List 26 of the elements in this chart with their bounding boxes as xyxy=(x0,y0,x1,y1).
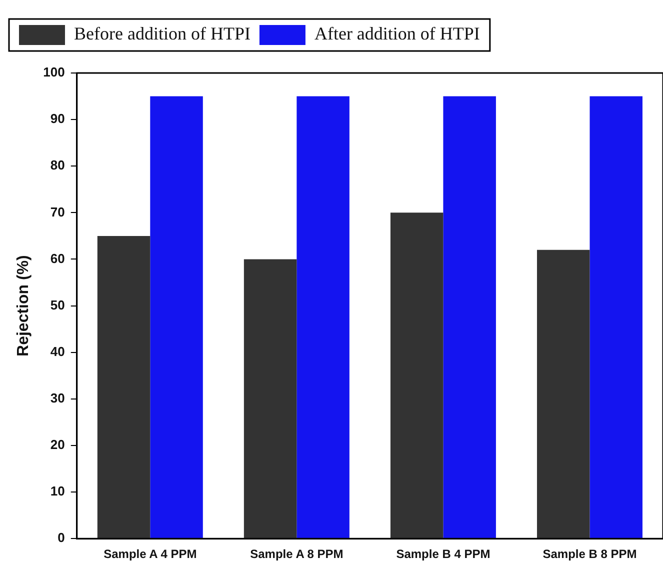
bar xyxy=(97,236,150,538)
y-tick-label: 70 xyxy=(50,204,65,220)
bar xyxy=(443,96,496,538)
x-tick-label: Sample A 4 PPM xyxy=(104,547,197,562)
legend-label: Before addition of HTPI xyxy=(74,24,250,44)
bar xyxy=(150,96,203,538)
bar xyxy=(296,96,350,538)
x-tick-label: Sample A 8 PPM xyxy=(250,547,344,562)
y-tick-label: 0 xyxy=(58,530,65,546)
legend-label: After addition of HTPI xyxy=(314,24,480,44)
y-tick-label: 20 xyxy=(50,437,65,452)
y-tick-label: 10 xyxy=(50,484,65,499)
y-tick-label: 50 xyxy=(50,297,65,312)
bar xyxy=(536,250,590,538)
x-tick-label: Sample B 8 PPM xyxy=(542,547,637,562)
y-tick-label: 100 xyxy=(43,64,65,80)
y-tick-label: 60 xyxy=(50,250,65,266)
bar xyxy=(590,96,642,538)
y-tick-label: 90 xyxy=(50,111,65,126)
y-tick-label: 30 xyxy=(50,390,65,406)
bar xyxy=(244,259,297,538)
y-axis-title: Rejection (%) xyxy=(15,255,32,356)
x-tick-label: Sample B 4 PPM xyxy=(396,547,490,562)
y-tick-label: 40 xyxy=(50,344,65,359)
y-tick-label: 80 xyxy=(50,158,65,173)
bar xyxy=(390,212,444,538)
